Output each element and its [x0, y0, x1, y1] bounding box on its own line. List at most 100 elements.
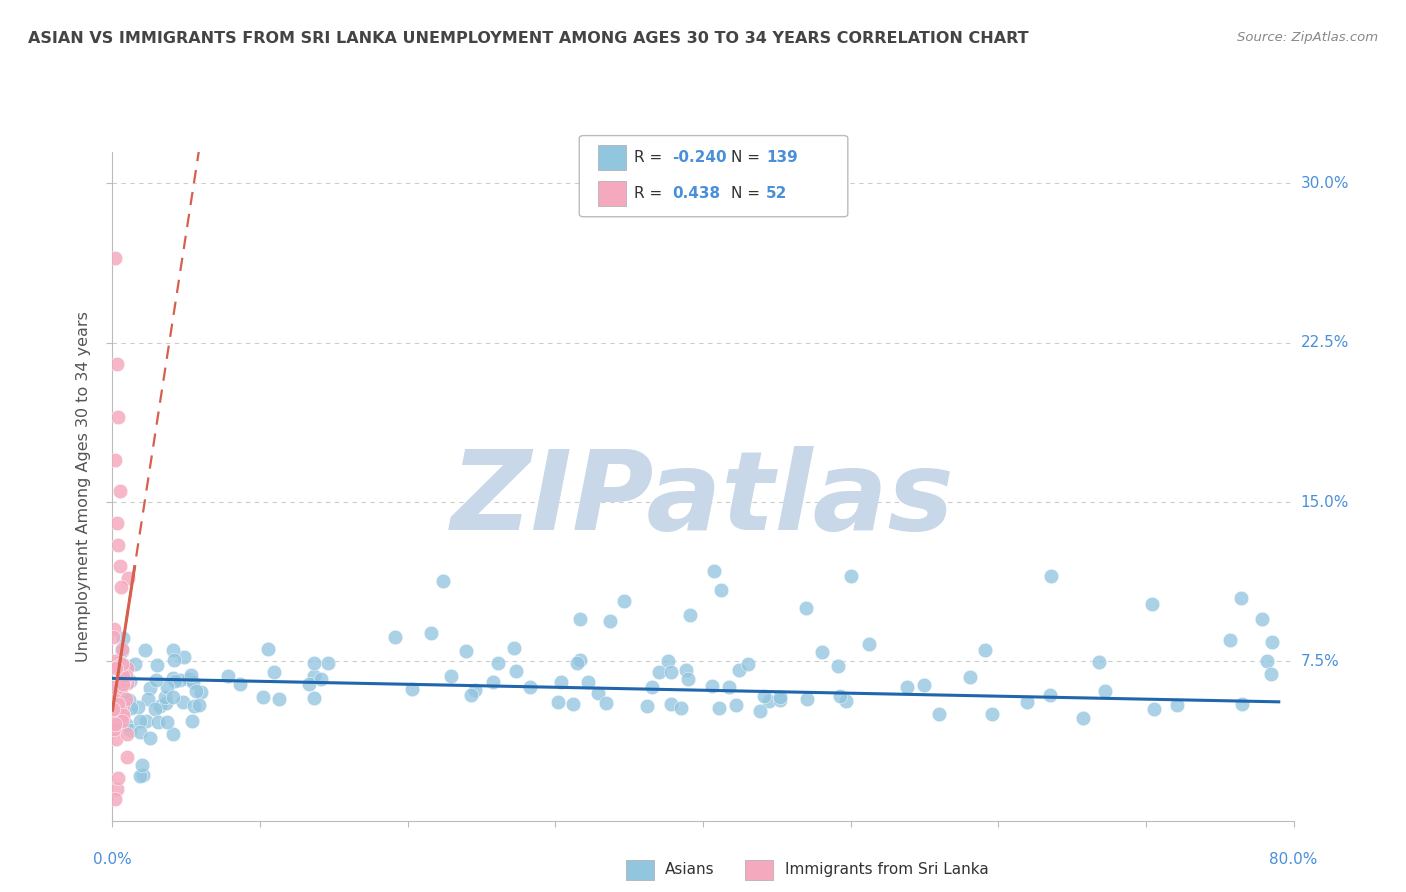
- Point: [156, 715, 179, 730]
- Point: [562, 697, 585, 711]
- Point: [110, 681, 132, 695]
- Point: [613, 594, 636, 608]
- Point: [146, 657, 169, 672]
- Point: [107, 410, 129, 425]
- Point: [183, 675, 205, 690]
- Point: [131, 758, 153, 772]
- Point: [1232, 698, 1254, 712]
- Point: [111, 708, 134, 723]
- Point: [710, 582, 733, 597]
- Point: [115, 658, 138, 673]
- Point: [440, 669, 463, 683]
- Point: [1094, 683, 1116, 698]
- Point: [110, 709, 132, 723]
- Point: [112, 698, 135, 712]
- Point: [896, 680, 918, 694]
- Point: [129, 725, 152, 739]
- Text: 139: 139: [766, 151, 799, 165]
- Point: [707, 700, 730, 714]
- Point: [717, 681, 740, 695]
- Point: [567, 656, 589, 670]
- Point: [180, 668, 202, 682]
- Point: [103, 622, 125, 636]
- Point: [858, 637, 880, 651]
- Point: [828, 689, 851, 703]
- Point: [482, 675, 505, 690]
- Point: [190, 685, 212, 699]
- Point: [103, 717, 125, 731]
- Point: [128, 769, 150, 783]
- Point: [131, 767, 153, 781]
- Point: [172, 695, 194, 709]
- Point: [114, 717, 136, 731]
- Point: [401, 682, 423, 697]
- Point: [1260, 635, 1282, 649]
- Point: [110, 699, 132, 714]
- Point: [827, 658, 849, 673]
- Point: [104, 690, 127, 705]
- Point: [162, 690, 184, 704]
- Point: [135, 714, 157, 729]
- Point: [187, 698, 209, 713]
- Point: [599, 614, 621, 628]
- Point: [155, 696, 177, 710]
- Point: [139, 731, 162, 746]
- Point: [659, 697, 682, 711]
- Point: [124, 657, 146, 671]
- Point: [1256, 654, 1278, 668]
- Point: [252, 690, 274, 705]
- Point: [114, 669, 136, 683]
- Text: 80.0%: 80.0%: [1270, 852, 1317, 867]
- Point: [679, 608, 702, 623]
- Point: [108, 558, 131, 573]
- Point: [595, 696, 617, 710]
- Point: [311, 673, 333, 687]
- Point: [835, 694, 858, 708]
- Point: [149, 698, 172, 713]
- Point: [101, 680, 124, 694]
- Point: [547, 695, 569, 709]
- Point: [121, 701, 143, 715]
- Text: 7.5%: 7.5%: [1301, 654, 1340, 669]
- Point: [811, 645, 834, 659]
- Point: [263, 665, 285, 680]
- Point: [1140, 597, 1163, 611]
- Point: [112, 673, 135, 688]
- Point: [1166, 698, 1188, 713]
- Point: [107, 715, 129, 730]
- Point: [105, 357, 128, 371]
- Text: 0.438: 0.438: [672, 186, 720, 201]
- Point: [105, 732, 128, 747]
- Point: [973, 642, 995, 657]
- Point: [156, 680, 179, 694]
- Point: [107, 656, 129, 670]
- Point: [128, 714, 150, 728]
- Point: [107, 697, 129, 711]
- Text: Immigrants from Sri Lanka: Immigrants from Sri Lanka: [785, 863, 988, 877]
- Text: 30.0%: 30.0%: [1301, 176, 1348, 191]
- Point: [460, 688, 482, 702]
- Point: [104, 792, 127, 806]
- Point: [519, 680, 541, 694]
- Point: [111, 714, 134, 728]
- Point: [316, 656, 339, 670]
- Point: [768, 690, 790, 705]
- Point: [796, 601, 818, 615]
- Point: [115, 676, 138, 690]
- Point: [432, 574, 454, 588]
- Point: [1039, 569, 1062, 583]
- Point: [728, 663, 751, 677]
- Point: [769, 693, 792, 707]
- Point: [115, 726, 138, 740]
- Point: [101, 702, 124, 716]
- Point: [117, 571, 139, 585]
- Point: [648, 665, 671, 679]
- Point: [928, 706, 950, 721]
- Point: [737, 657, 759, 671]
- Text: 52: 52: [766, 186, 787, 201]
- Point: [103, 722, 125, 736]
- Point: [111, 641, 134, 656]
- Text: 15.0%: 15.0%: [1301, 494, 1348, 509]
- Point: [675, 664, 697, 678]
- Text: 0.0%: 0.0%: [93, 852, 132, 867]
